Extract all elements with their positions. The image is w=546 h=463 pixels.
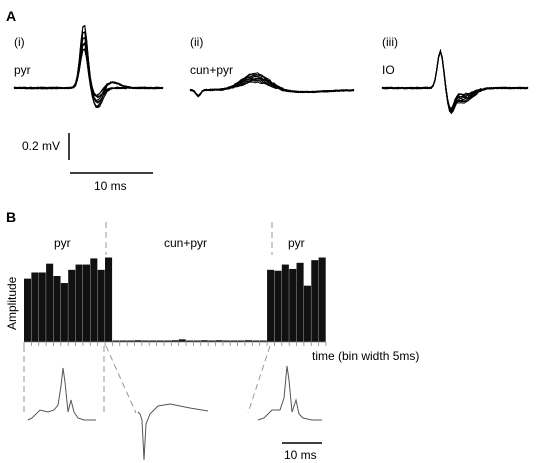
- bar: [222, 340, 230, 342]
- bar: [252, 340, 260, 342]
- bar: [24, 278, 32, 342]
- subpanel-ii-label: (ii): [190, 35, 203, 49]
- bar: [318, 257, 326, 342]
- inset-waveform-pyr-1: [27, 367, 96, 421]
- subpanel-iii-label: (iii): [382, 35, 398, 49]
- y-axis-label: Amplitude: [5, 276, 19, 330]
- subpanel-i-label: (i): [14, 35, 25, 49]
- bar: [134, 340, 142, 342]
- bar: [149, 340, 157, 342]
- segment-label-pyr-1: pyr: [54, 236, 71, 250]
- time-scale-label-a: 10 ms: [94, 179, 127, 193]
- trace-group-cun-pyr: [189, 72, 355, 98]
- segment-label-cun-pyr: cun+pyr: [164, 236, 207, 250]
- spike-trace: [381, 49, 529, 113]
- bar: [289, 268, 297, 342]
- spike-trace: [13, 24, 164, 96]
- bar: [311, 260, 319, 342]
- subpanel-iii-condition: IO: [382, 63, 395, 77]
- bar: [53, 276, 61, 342]
- trace-group-pyr: [13, 24, 164, 109]
- bar: [75, 264, 83, 342]
- spike-trace: [381, 49, 528, 114]
- panel-b-label: B: [6, 209, 16, 225]
- bar: [31, 272, 39, 342]
- bar: [97, 269, 105, 342]
- bar: [105, 257, 113, 342]
- spike-trace: [13, 43, 164, 107]
- bar: [46, 263, 54, 342]
- bar: [119, 340, 127, 342]
- x-axis-label: time (bin width 5ms): [312, 349, 419, 363]
- subpanel-i-condition: pyr: [14, 63, 31, 77]
- bar: [60, 283, 68, 342]
- bar: [237, 340, 245, 342]
- bar: [178, 339, 186, 342]
- bar: [267, 269, 275, 342]
- connector-line: [247, 345, 271, 414]
- inset-waveform-cun-pyr: [137, 403, 209, 461]
- spike-trace: [189, 78, 355, 98]
- x-ticks: [23, 341, 327, 346]
- bar: [274, 270, 282, 342]
- connector-line: [105, 345, 137, 414]
- subpanel-ii-condition: cun+pyr: [190, 63, 233, 77]
- voltage-scale-label: 0.2 mV: [22, 139, 60, 153]
- bar: [303, 285, 311, 342]
- time-scale-label-b: 10 ms: [284, 448, 317, 462]
- bar: [230, 340, 238, 342]
- panel-a-label: A: [6, 8, 16, 24]
- bar-series: [24, 257, 326, 342]
- inset-waveform-pyr-2: [257, 365, 322, 421]
- bar: [112, 340, 120, 342]
- trace-group-io: [381, 48, 529, 115]
- bar: [186, 340, 194, 342]
- bar: [215, 340, 223, 342]
- bar: [90, 258, 98, 342]
- bar: [208, 340, 216, 342]
- spike-trace: [189, 77, 355, 98]
- bar: [68, 269, 76, 342]
- bar: [259, 340, 267, 342]
- bar: [127, 340, 135, 342]
- bar: [193, 340, 201, 342]
- spike-trace: [189, 72, 355, 97]
- bar: [296, 262, 304, 342]
- bar: [38, 272, 46, 342]
- bar: [281, 264, 289, 342]
- bar: [200, 340, 208, 342]
- segment-label-pyr-2: pyr: [288, 236, 305, 250]
- bar: [244, 340, 253, 342]
- bar: [171, 340, 179, 342]
- bar: [163, 340, 172, 342]
- bar: [156, 340, 164, 342]
- inset-waveforms: [27, 365, 322, 461]
- bar: [141, 340, 149, 342]
- bar: [82, 264, 90, 342]
